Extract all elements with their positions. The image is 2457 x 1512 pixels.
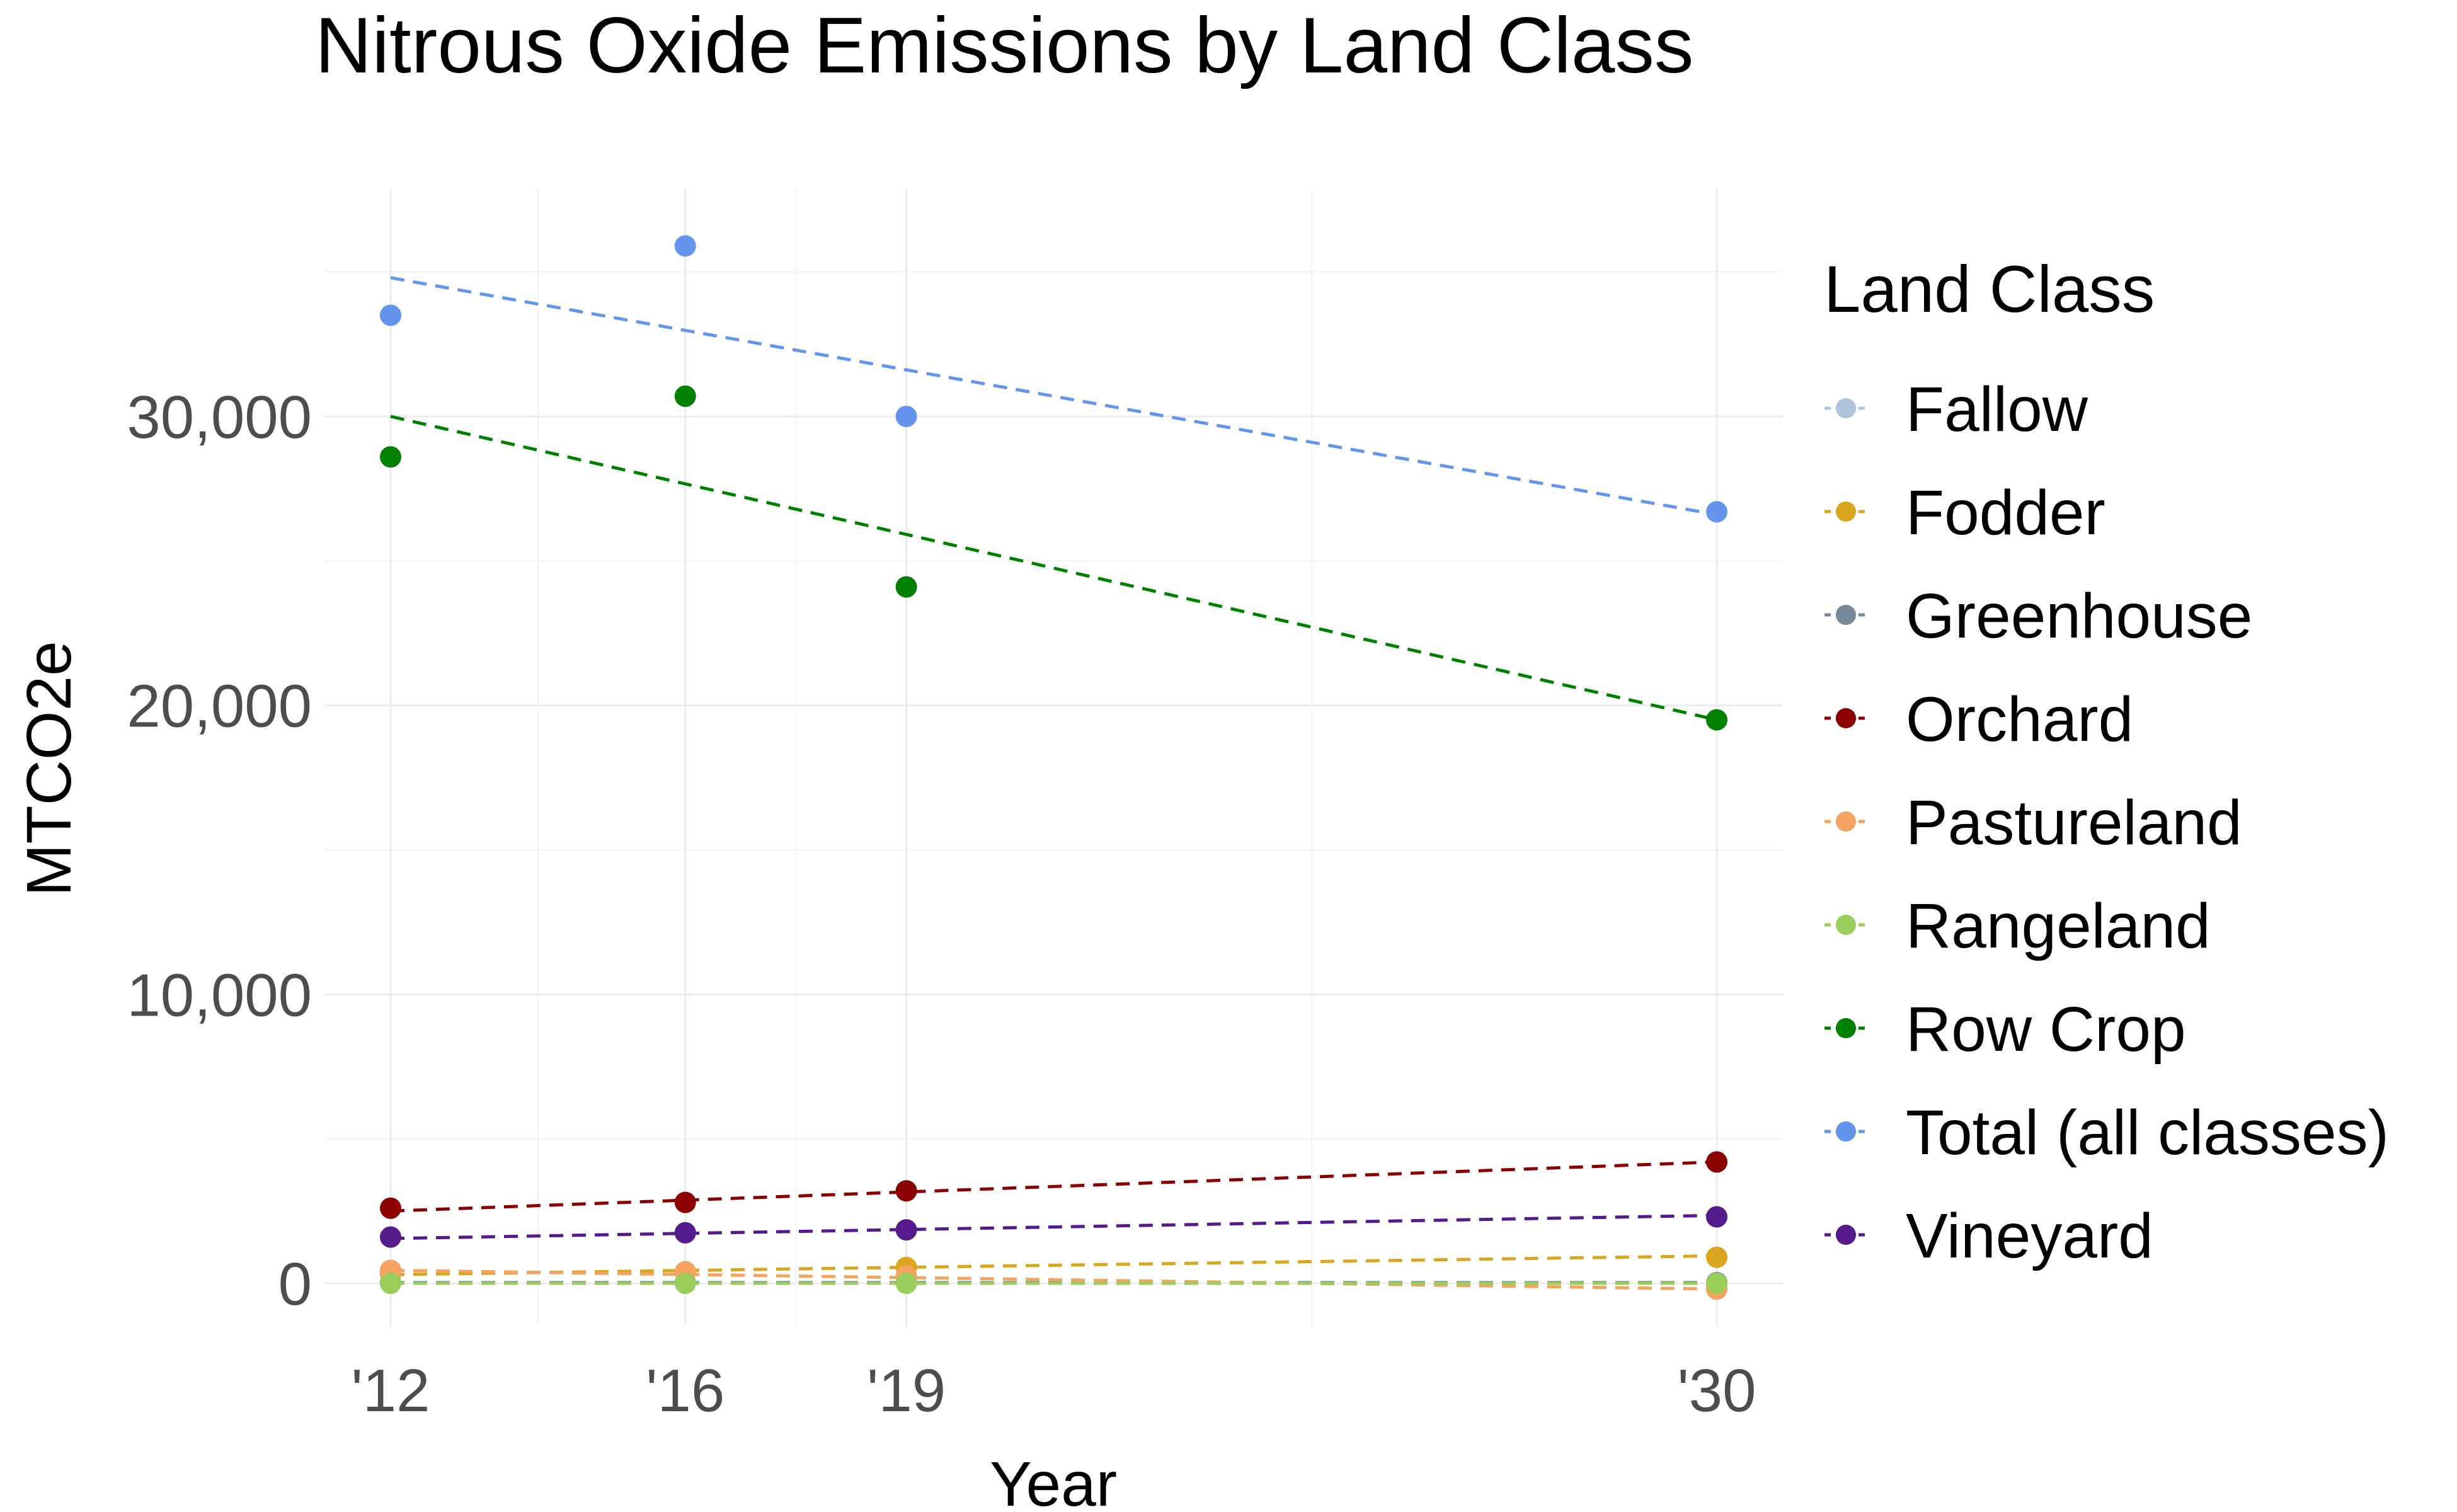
legend-label-fodder: Fodder	[1906, 478, 2105, 548]
data-point-orchard	[895, 1180, 917, 1202]
legend-key-dot-pastureland	[1836, 811, 1856, 832]
y-axis-ticks: 0 10,000 20,000 30,000	[127, 384, 312, 1318]
data-point-orchard	[674, 1191, 696, 1213]
y-axis-title: MTCO2e	[14, 641, 84, 896]
trend-line-total-all-classes-	[390, 276, 1717, 517]
plot-grid	[324, 189, 1783, 1326]
data-point-total-all-classes-	[674, 235, 696, 257]
legend-key-dot-rangeland	[1836, 915, 1856, 935]
trend-line-vineyard	[390, 1213, 1717, 1240]
y-tick-label: 20,000	[127, 673, 312, 740]
legend-key-dot-vineyard	[1836, 1225, 1856, 1245]
legend-key-dot-greenhouse	[1836, 605, 1856, 625]
legend-key-dot-fodder	[1836, 501, 1856, 522]
y-tick-label: 30,000	[127, 384, 312, 451]
data-point-fodder	[1706, 1246, 1727, 1268]
y-tick-label: 10,000	[127, 961, 312, 1029]
x-tick-label: '30	[1677, 1357, 1756, 1424]
data-point-total-all-classes-	[895, 406, 917, 427]
legend-label-row-crop: Row Crop	[1906, 994, 2186, 1065]
x-axis-title: Year	[990, 1449, 1117, 1512]
legend-key-dot-row-crop	[1836, 1018, 1856, 1038]
data-point-vineyard	[1706, 1206, 1727, 1228]
legend-label-fallow: Fallow	[1906, 374, 2088, 445]
data-point-vineyard	[674, 1222, 696, 1244]
legend-title: Land Class	[1824, 253, 2155, 326]
x-axis-ticks: '12 '16 '19 '30	[351, 1357, 1756, 1424]
data-points	[380, 235, 1727, 1300]
trend-lines	[390, 276, 1717, 1291]
data-point-rangeland	[895, 1273, 917, 1294]
data-point-row-crop	[895, 576, 917, 598]
data-point-orchard	[1706, 1151, 1727, 1173]
data-point-vineyard	[895, 1219, 917, 1241]
trend-line-row-crop	[390, 415, 1717, 722]
legend-key-dot-total-all-classes-	[1836, 1121, 1856, 1142]
data-point-rangeland	[380, 1273, 401, 1294]
trend-line-fodder	[390, 1254, 1717, 1276]
legend-label-vineyard: Vineyard	[1906, 1201, 2153, 1271]
data-point-row-crop	[1706, 709, 1727, 731]
legend-label-rangeland: Rangeland	[1906, 891, 2211, 961]
data-point-rangeland	[674, 1273, 696, 1294]
legend-key-dot-fallow	[1836, 398, 1856, 418]
x-tick-label: '12	[351, 1357, 430, 1424]
legend: Land Class Fallow Fodder Greenhouse Orchard…	[1824, 253, 2389, 1271]
y-tick-label: 0	[278, 1251, 312, 1318]
legend-label-pastureland: Pastureland	[1906, 788, 2242, 858]
x-tick-label: '16	[646, 1357, 724, 1424]
legend-key-dot-orchard	[1836, 708, 1856, 728]
legend-label-total-all-classes-: Total (all classes)	[1906, 1097, 2389, 1168]
data-point-row-crop	[674, 385, 696, 407]
data-point-rangeland	[1706, 1273, 1727, 1294]
x-tick-label: '19	[867, 1357, 946, 1424]
data-point-orchard	[380, 1197, 401, 1219]
data-point-total-all-classes-	[380, 304, 401, 326]
trend-line-pastureland	[390, 1268, 1717, 1291]
legend-label-greenhouse: Greenhouse	[1906, 581, 2252, 651]
data-point-total-all-classes-	[1706, 501, 1727, 523]
trend-line-orchard	[390, 1160, 1717, 1213]
data-point-vineyard	[380, 1226, 401, 1248]
chart-title: Nitrous Oxide Emissions by Land Class	[315, 2, 1693, 89]
legend-label-orchard: Orchard	[1906, 684, 2133, 755]
data-point-row-crop	[380, 446, 401, 468]
